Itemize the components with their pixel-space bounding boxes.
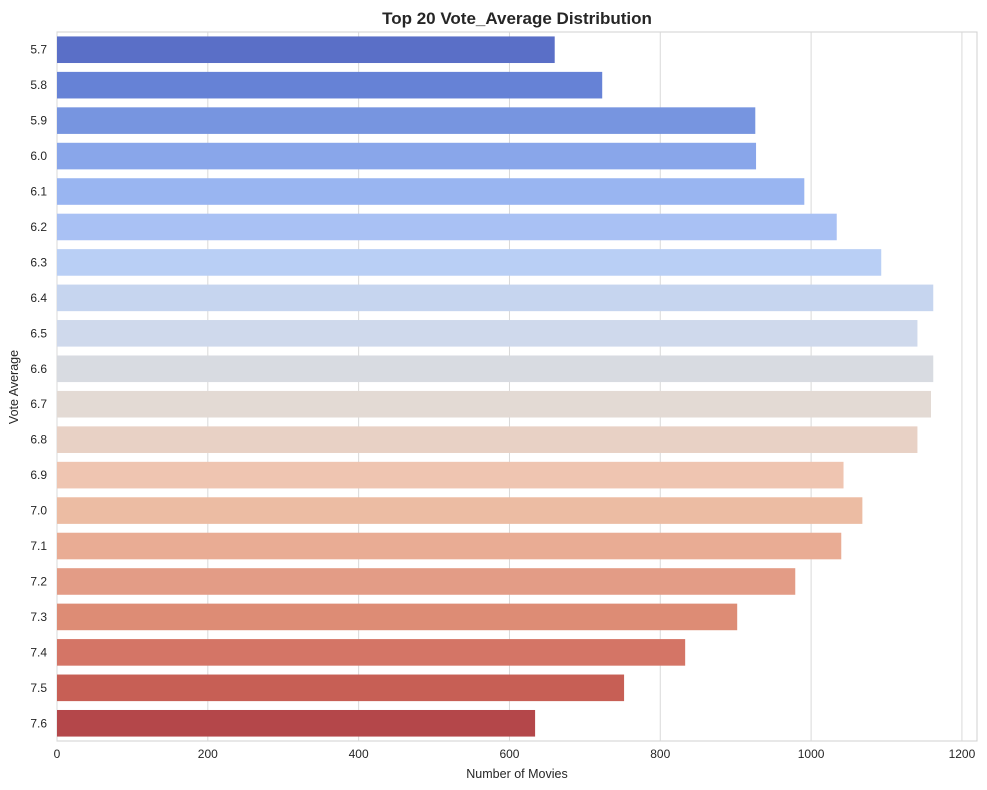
x-axis-label: Number of Movies [466,767,567,781]
bar [57,213,837,241]
y-tick-label: 6.0 [30,149,47,163]
y-tick-label: 6.5 [30,326,47,340]
bar [57,320,918,347]
bar [57,142,757,170]
y-tick-label: 6.9 [30,468,47,482]
y-tick-label: 7.5 [30,681,47,695]
x-tick-label: 1000 [798,747,825,761]
y-axis-label: Vote Average [7,350,21,424]
x-tick-label: 600 [499,747,519,761]
y-tick-label: 5.9 [30,114,47,128]
x-tick-label: 400 [349,747,369,761]
bar [57,532,842,560]
y-tick-label: 6.1 [30,185,47,199]
x-tick-label: 0 [54,747,61,761]
bar [57,639,686,666]
y-tick-label: 5.8 [30,78,47,92]
y-tick-label: 7.3 [30,610,47,624]
bar [57,71,603,99]
bar [57,178,805,205]
bar [57,568,796,595]
bar [57,709,536,737]
bars [57,36,934,737]
bar [57,390,931,418]
bar [57,355,934,383]
x-tick-label: 200 [198,747,218,761]
grid-lines [56,32,963,741]
bar [57,249,882,276]
y-tick-label: 6.3 [30,255,47,269]
y-tick-label: 5.7 [30,43,47,57]
y-tick-label: 7.1 [30,539,47,553]
y-tick-label: 7.4 [30,645,47,659]
y-tick-label: 7.2 [30,574,47,588]
x-tick-label: 800 [650,747,670,761]
x-tick-labels: 0 200 400 600 800 1000 1200 [54,747,976,761]
bar [57,461,844,489]
x-tick-label: 1200 [949,747,976,761]
bar [57,674,625,702]
y-tick-label: 7.6 [30,716,47,730]
bar [57,603,738,631]
bar [57,426,918,453]
bar [57,36,555,64]
y-tick-labels: 5.7 5.8 5.9 6.0 6.1 6.2 6.3 6.4 6.5 6.6 6.7 6.8 6.9 7… [30,43,47,731]
y-tick-label: 6.2 [30,220,47,234]
y-tick-label: 6.8 [30,433,47,447]
y-tick-label: 7.0 [30,504,47,518]
bar [57,497,863,524]
y-tick-label: 6.6 [30,362,47,376]
y-tick-label: 6.7 [30,397,47,411]
plot-area [56,31,978,742]
bar [57,284,934,312]
y-tick-label: 6.4 [30,291,47,305]
chart-title: Top 20 Vote_Average Distribution [382,9,652,28]
bar [57,107,756,134]
